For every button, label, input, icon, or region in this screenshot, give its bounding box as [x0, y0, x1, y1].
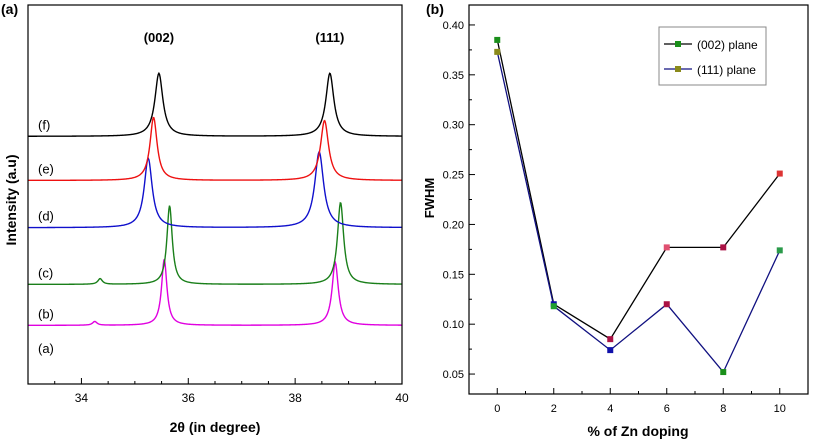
xrd-series-group	[28, 71, 403, 326]
xrd-series-label-e: (e)	[38, 161, 54, 176]
panel-a-label: (a)	[1, 1, 18, 17]
xrd-pattern-c	[28, 201, 402, 286]
fwhm-marker-002	[494, 36, 501, 43]
xrd-x-tick-label: 40	[395, 391, 409, 405]
fwhm-y-ticks: 0.05 0.10 0.15 0.20 0.25 0.30 0.35 0.40	[443, 20, 475, 381]
legend-marker-111	[675, 66, 681, 72]
panel-b-label: (b)	[426, 1, 444, 17]
fwhm-marker-111	[494, 48, 501, 55]
fwhm-y-tick-label: 0.30	[443, 120, 464, 132]
xrd-x-axis-label: 2θ (in degree)	[170, 419, 261, 435]
xrd-series-label-a: (a)	[38, 341, 54, 356]
xrd-plot-frame	[27, 4, 403, 385]
xrd-series-labels: (a) (b) (c) (d) (e) (f)	[38, 117, 54, 356]
fwhm-marker-002	[776, 170, 783, 177]
xrd-x-tick-label: 34	[75, 391, 89, 405]
fwhm-y-tick-label: 0.25	[443, 170, 464, 182]
fwhm-series-line-111	[496, 51, 781, 374]
fwhm-legend: (002) plane (111) plane	[658, 26, 767, 86]
fwhm-x-tick-label: 8	[720, 403, 726, 415]
fwhm-marker-002	[720, 244, 727, 251]
xrd-y-axis-label: Intensity (a.u)	[3, 154, 19, 245]
fwhm-x-ticks: 0 2 4 6 8 10	[494, 388, 786, 415]
fwhm-panel: (b) 0.05 0.10 0.15 0.20 0.25 0.30 0.35 0.40 0 2 4…	[422, 1, 809, 439]
fwhm-y-tick-label: 0.20	[443, 219, 464, 231]
xrd-series-label-d: (d)	[38, 209, 54, 224]
fwhm-marker-111	[720, 369, 727, 376]
fwhm-x-tick-label: 2	[551, 403, 557, 415]
fwhm-marker-111	[776, 247, 783, 254]
fwhm-y-tick-label: 0.35	[443, 70, 464, 82]
legend-marker-002	[675, 41, 681, 47]
xrd-x-tick-label: 36	[182, 391, 196, 405]
fwhm-series-lines	[496, 39, 781, 374]
fwhm-y-tick-label: 0.15	[443, 269, 464, 281]
fwhm-x-tick-label: 0	[494, 403, 500, 415]
fwhm-x-tick-label: 4	[607, 403, 613, 415]
xrd-series-label-c: (c)	[38, 265, 53, 280]
xrd-pattern-f	[28, 71, 403, 137]
xrd-series-label-f: (f)	[38, 117, 50, 132]
fwhm-y-tick-label: 0.05	[443, 369, 464, 381]
xrd-pattern-d	[28, 150, 402, 229]
fwhm-marker-002	[607, 336, 614, 343]
legend-box	[658, 26, 767, 86]
xrd-panel: (a) (a) (b) (c) (d) (e) (f) (002) (111) 34 36 38…	[1, 1, 409, 435]
fwhm-x-tick-label: 6	[664, 403, 670, 415]
xrd-x-tick-label: 38	[288, 391, 302, 405]
xrd-pattern-e	[28, 116, 402, 182]
xrd-peak-label: (111)	[315, 30, 344, 45]
fwhm-x-axis-label: % of Zn doping	[587, 423, 688, 439]
fwhm-marker-111	[607, 347, 614, 354]
xrd-x-ticks: 34 36 38 40	[27, 378, 409, 405]
fwhm-series-line-002	[496, 39, 781, 340]
fwhm-series-markers	[494, 36, 783, 376]
fwhm-x-tick-label: 10	[774, 403, 786, 415]
xrd-series-label-b: (b)	[38, 306, 54, 321]
fwhm-marker-002	[663, 244, 670, 251]
fwhm-marker-111	[550, 303, 557, 310]
fwhm-y-tick-label: 0.10	[443, 319, 464, 331]
xrd-peak-label: (002)	[144, 30, 174, 45]
legend-label-002: (002) plane	[697, 38, 758, 52]
xrd-peak-labels: (002) (111)	[144, 30, 345, 45]
legend-label-111: (111) plane	[697, 63, 756, 77]
fwhm-y-tick-label: 0.40	[443, 20, 464, 32]
fwhm-y-axis-label: FWHM	[422, 178, 437, 218]
fwhm-marker-111	[663, 301, 670, 308]
xrd-pattern-b	[28, 258, 402, 326]
